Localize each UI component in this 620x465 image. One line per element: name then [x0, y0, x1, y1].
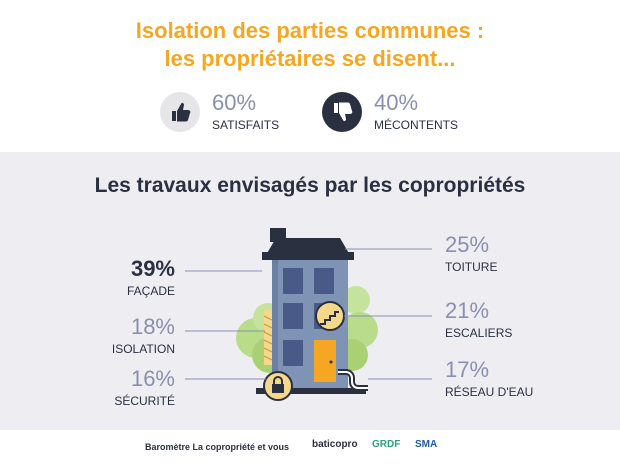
stat-toiture-label: TOITURE	[445, 260, 498, 274]
insulation-icon	[264, 310, 272, 365]
stat-securite: 16% SÉCURITÉ	[80, 366, 175, 408]
stat-toiture: 25% TOITURE	[445, 232, 565, 274]
stat-facade-label: FAÇADE	[126, 284, 175, 298]
unsatisfied-percent: 40%	[374, 90, 419, 115]
stat-isolation-label: ISOLATION	[111, 342, 175, 356]
stat-securite-label: SÉCURITÉ	[114, 394, 175, 408]
satisfied-label: SATISFAITS	[212, 118, 280, 132]
stat-securite-value: 16%	[130, 366, 175, 391]
ground	[256, 388, 366, 394]
stat-facade-value: 39%	[130, 256, 175, 281]
unsatisfied-stat: 40% MÉCONTENTS	[322, 90, 472, 134]
logo-baticopro: baticopro	[312, 439, 358, 450]
logo-sma: SMA	[415, 439, 438, 450]
stat-facade: 39% FAÇADE	[80, 256, 175, 298]
stat-escaliers-label: ESCALIERS	[445, 326, 513, 340]
window	[314, 268, 334, 294]
stat-reseau-eau-value: 17%	[445, 357, 490, 382]
window	[283, 303, 303, 329]
stat-escaliers-value: 21%	[445, 298, 490, 323]
footer: Baromètre La copropriété et vous baticop…	[0, 430, 620, 465]
stairs-icon	[315, 301, 345, 331]
stat-isolation: 18% ISOLATION	[80, 314, 175, 356]
satisfied-percent: 60%	[212, 90, 257, 115]
thumbs-down-icon	[322, 92, 362, 132]
satisfied-stat: 60% SATISFAITS	[160, 90, 300, 134]
window	[283, 268, 303, 294]
section-title: Les travaux envisagés par les copropriét…	[94, 174, 526, 197]
stat-escaliers: 21% ESCALIERS	[445, 298, 565, 340]
stat-toiture-value: 25%	[445, 232, 490, 257]
stat-isolation-value: 18%	[130, 314, 175, 339]
footer-source: Baromètre La copropriété et vous	[145, 442, 290, 452]
thumbs-up-icon	[160, 92, 200, 132]
page-title-line2: les propriétaires se disent...	[164, 46, 456, 71]
stat-reseau-eau: 17% RÉSEAU D'EAU	[445, 357, 575, 399]
page-title-line1: Isolation des parties communes :	[135, 18, 485, 43]
window	[283, 340, 303, 366]
unsatisfied-label: MÉCONTENTS	[374, 118, 458, 132]
stat-reseau-eau-label: RÉSEAU D'EAU	[445, 385, 534, 399]
door	[314, 340, 336, 382]
lock-icon	[263, 371, 293, 401]
pipe-icon	[338, 369, 368, 391]
roof	[262, 228, 354, 260]
header-section: Isolation des parties communes : les pro…	[0, 0, 620, 152]
logo-grdf: GRDF	[372, 439, 401, 450]
